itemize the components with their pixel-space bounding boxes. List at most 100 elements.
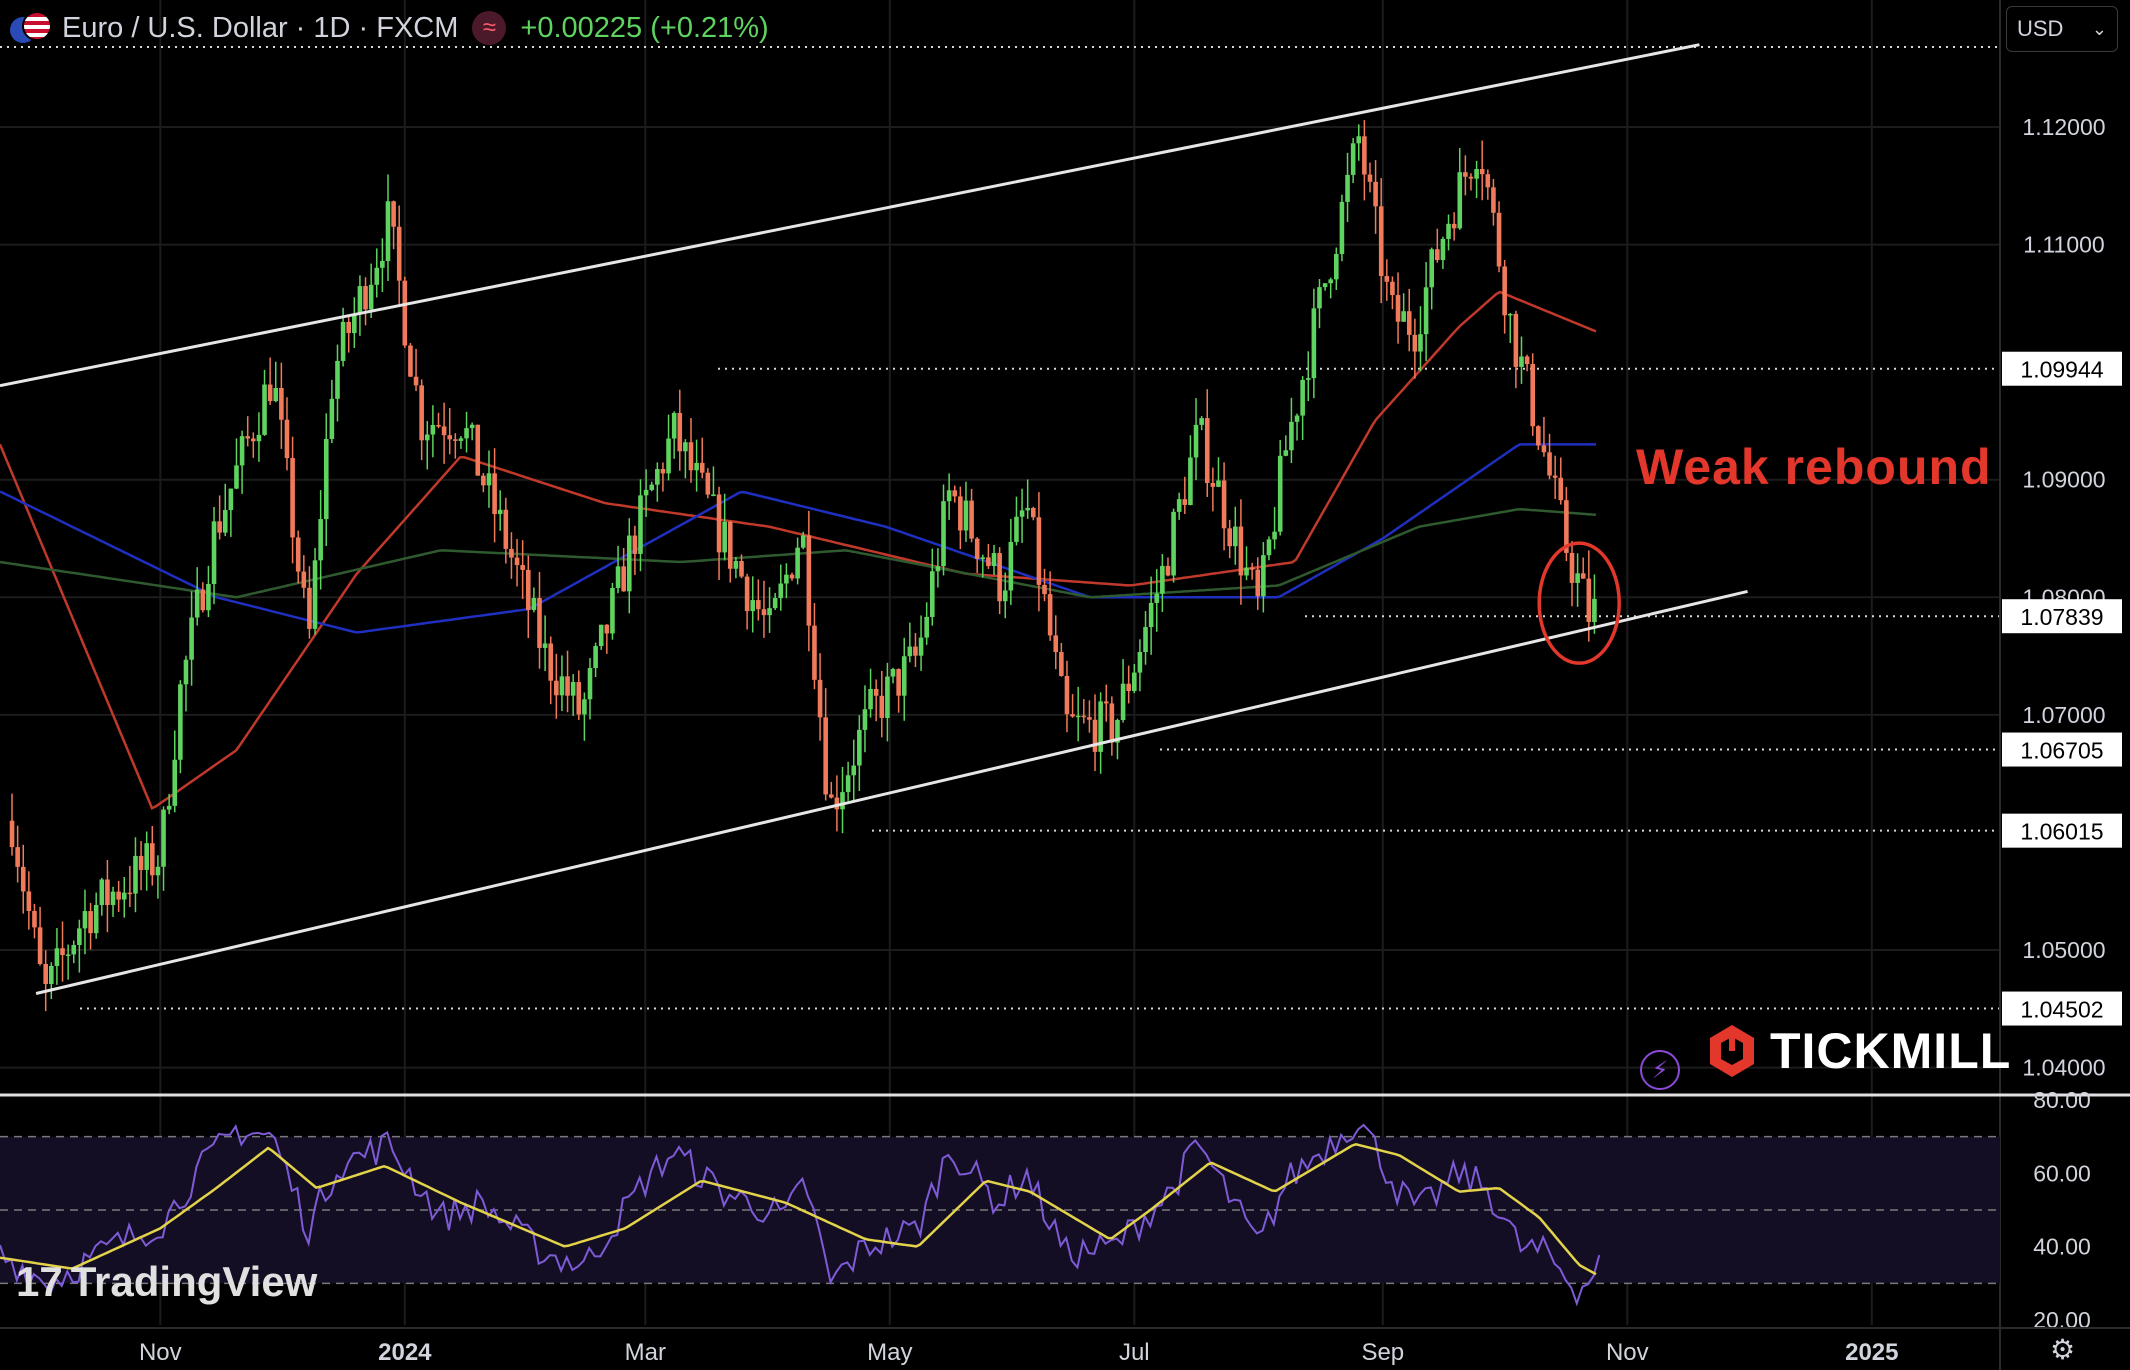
candle-body — [1210, 482, 1216, 487]
candle-body — [1160, 565, 1165, 594]
candle-body — [812, 625, 817, 680]
price-level-label: 1.07839 — [2020, 604, 2103, 630]
candle-body — [974, 538, 980, 559]
candle-body — [1530, 364, 1536, 427]
candle-body — [1042, 584, 1047, 595]
candle-body — [1059, 652, 1064, 676]
candle-body — [127, 892, 133, 895]
channel-lower-trendline — [35, 589, 1748, 995]
candle-body — [245, 436, 251, 439]
candle-body — [991, 553, 997, 567]
chevron-down-icon: ⌄ — [2091, 18, 2107, 39]
candle-body — [789, 574, 795, 579]
candle-body — [857, 729, 862, 766]
candle-body — [1547, 452, 1552, 476]
settings-gear-icon[interactable]: ⚙ — [2050, 1334, 2076, 1365]
candle-body — [1592, 598, 1597, 623]
time-tick-label: Mar — [625, 1339, 666, 1366]
candle-body — [1103, 701, 1109, 704]
candle-body — [1014, 516, 1019, 542]
candle-body — [396, 226, 402, 281]
chart-header: Euro / U.S. Dollar · 1D · FXCM ≈ +0.0022… — [10, 8, 769, 48]
candle-body — [756, 600, 761, 610]
candle-body — [828, 794, 834, 798]
symbol-title[interactable]: Euro / U.S. Dollar · 1D · FXCM — [62, 11, 459, 44]
candle-body — [559, 676, 565, 696]
candle-body — [1328, 279, 1333, 284]
candle-body — [1030, 507, 1036, 518]
candle-body — [1053, 635, 1059, 653]
candle-body — [1395, 295, 1401, 322]
candle-body — [1115, 719, 1120, 743]
candle-body — [105, 879, 110, 906]
candle-body — [380, 260, 385, 268]
candle-body — [110, 891, 116, 906]
candle-body — [1193, 424, 1199, 458]
rsi-tick-label: 60.00 — [2033, 1160, 2091, 1186]
price-level-box — [2002, 991, 2122, 1026]
candle-body — [1092, 719, 1098, 752]
candle-body — [946, 490, 952, 502]
candle-body — [1536, 426, 1541, 446]
price-tick-label: 1.12000 — [2022, 114, 2105, 140]
candle-body — [1451, 223, 1457, 229]
price-level-box — [2002, 732, 2122, 767]
candle-body — [531, 598, 537, 610]
candle-body — [727, 521, 733, 569]
candle-body — [1569, 552, 1575, 583]
candle-body — [374, 267, 380, 285]
candle-body — [576, 682, 582, 715]
tickmill-hexagon-icon — [1708, 1023, 1756, 1079]
time-tick-label: 2024 — [378, 1339, 432, 1366]
price-level-box — [2002, 351, 2122, 386]
candle-body — [834, 797, 840, 810]
candle-body — [969, 500, 974, 539]
candle-body — [368, 284, 374, 310]
candle-body — [155, 866, 161, 876]
lightning-icon[interactable]: ⚡ — [1640, 1050, 1680, 1090]
tickmill-logo: TICKMILL — [1708, 1022, 2011, 1080]
time-tick-label: May — [867, 1339, 912, 1366]
candle-body — [424, 434, 430, 441]
currency-select[interactable]: USD ⌄ — [2006, 6, 2118, 52]
price-level-label: 1.04502 — [2020, 997, 2103, 1023]
candle-body — [99, 879, 105, 905]
candle-body — [823, 717, 828, 795]
candle-body — [453, 439, 458, 441]
candle-body — [1401, 311, 1406, 322]
candle-body — [1362, 136, 1367, 175]
candle-body — [469, 424, 475, 429]
candle-body — [800, 535, 806, 548]
candle-body — [267, 384, 273, 402]
candle-body — [1317, 287, 1322, 309]
wave-indicator-icon[interactable]: ≈ — [472, 11, 507, 45]
time-tick-label: Sep — [1361, 1339, 1404, 1366]
candle-body — [907, 646, 913, 657]
candle-body — [1390, 281, 1395, 296]
candle-body — [778, 583, 784, 599]
candle-body — [262, 384, 267, 435]
candle-body — [1519, 356, 1524, 367]
candle-body — [1541, 445, 1547, 453]
price-level-label: 1.09944 — [2020, 357, 2103, 383]
tradingview-watermark: 17 TradingView — [16, 1258, 317, 1306]
candle-body — [15, 847, 20, 867]
candle-body — [1216, 480, 1221, 487]
price-tick-label: 1.07000 — [2022, 702, 2105, 728]
moving-average-red — [0, 290, 1597, 810]
candle-body — [82, 911, 88, 929]
candle-body — [419, 385, 424, 441]
annotation-weak-rebound: Weak rebound — [1636, 439, 1992, 495]
candle-body — [1249, 567, 1255, 570]
candle-body — [32, 910, 37, 928]
candle-body — [1255, 569, 1261, 597]
candle-body — [986, 557, 991, 567]
candle-body — [1322, 283, 1328, 288]
candle-body — [116, 891, 121, 900]
candle-body — [918, 637, 924, 656]
candle-body — [1580, 573, 1586, 579]
time-tick-label: 2025 — [1845, 1339, 1898, 1366]
candle-body — [1457, 172, 1463, 229]
candle-body — [1238, 526, 1244, 576]
